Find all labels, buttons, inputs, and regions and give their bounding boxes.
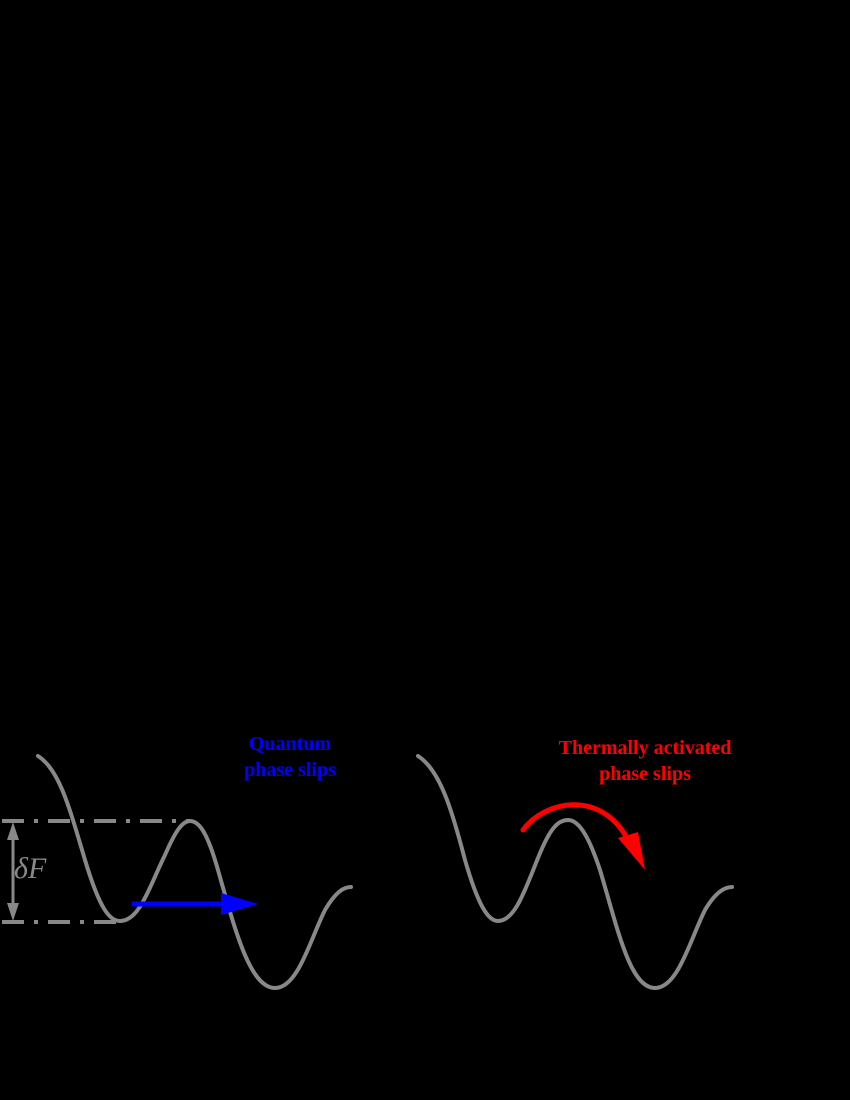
quantum-phase-slips-label: Quantum phase slips [218, 731, 362, 783]
right-potential-curve [416, 754, 734, 991]
thermal-phase-slips-label: Thermally activated phase slips [520, 735, 770, 787]
thermal-activation-arrow [520, 802, 645, 870]
quantum-label-line2: phase slips [244, 759, 336, 781]
quantum-label-line1: Quantum [248, 733, 332, 755]
thermal-label-line2: phase slips [599, 763, 691, 785]
barrier-height-symbol: δF [14, 852, 47, 885]
left-potential-curve [36, 754, 353, 991]
thermal-label-line1: Thermally activated [558, 737, 732, 759]
quantum-tunneling-arrow [132, 893, 258, 915]
deltaF-arrow [7, 822, 19, 921]
